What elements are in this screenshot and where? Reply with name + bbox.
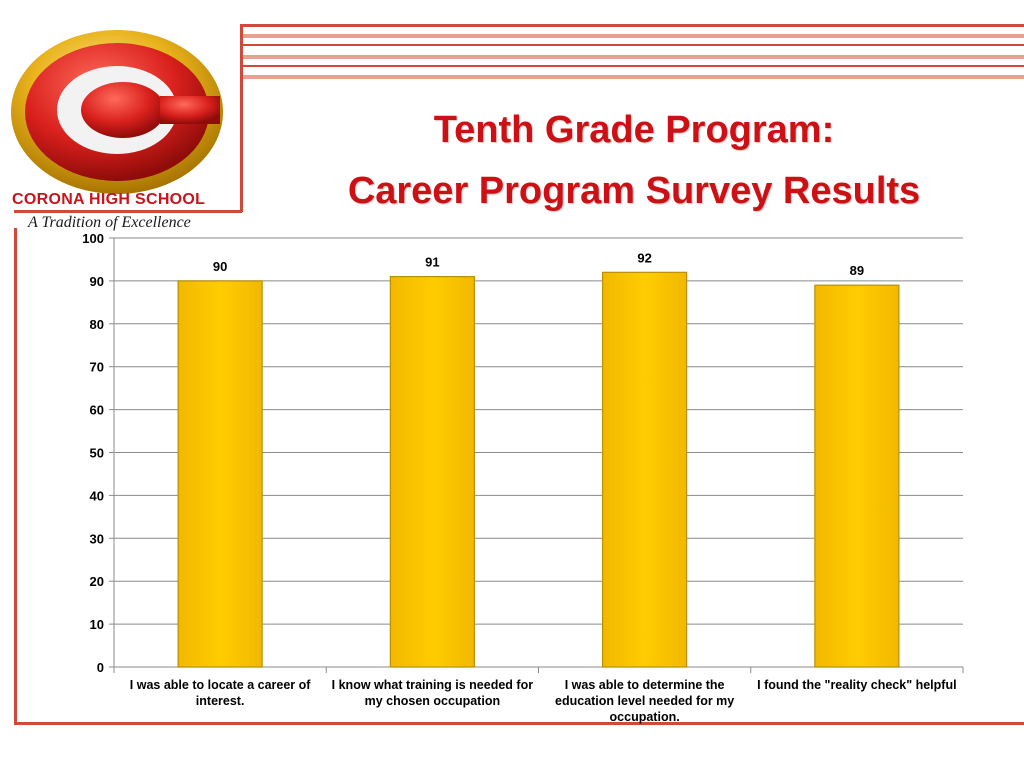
bar <box>177 280 263 668</box>
y-tick-label: 30 <box>90 531 104 546</box>
frame-bottom-border <box>14 722 1024 725</box>
x-tick-label: I know what training is needed for my cho… <box>332 678 534 708</box>
slide-title-line-1: Tenth Grade Program: <box>433 109 835 151</box>
school-motto: A Tradition of Excellence <box>28 214 191 231</box>
y-tick-label: 90 <box>90 274 104 289</box>
y-tick-label: 80 <box>90 317 104 332</box>
bar <box>389 276 475 668</box>
y-tick-label: 60 <box>90 403 104 418</box>
logo-c-gap <box>160 96 220 124</box>
frame-stripe <box>243 34 1024 38</box>
data-label: 90 <box>213 259 227 274</box>
frame-vertical-line <box>240 24 243 212</box>
y-tick-label: 20 <box>90 574 104 589</box>
x-tick-label: I found the "reality check" helpful <box>757 678 956 692</box>
frame-logo-underline <box>14 210 242 213</box>
y-tick-label: 50 <box>90 446 104 461</box>
y-tick-label: 40 <box>90 488 104 503</box>
frame-stripe <box>243 24 1024 27</box>
frame-stripe <box>243 75 1024 79</box>
bar <box>602 271 688 668</box>
data-label: 91 <box>425 255 439 270</box>
y-tick-label: 100 <box>82 231 104 246</box>
data-label: 89 <box>850 263 864 278</box>
frame-stripe <box>243 65 1024 67</box>
frame-left-border <box>14 228 17 724</box>
slide-title-line-2: Career Program Survey Results <box>347 170 921 212</box>
data-label: 92 <box>637 250 651 265</box>
frame-stripe <box>243 44 1024 46</box>
logo-red-core <box>81 82 165 138</box>
school-name: CORONA HIGH SCHOOL <box>12 191 206 208</box>
x-tick-label: I was able to locate a career of interest… <box>130 678 311 708</box>
bar <box>814 284 900 668</box>
frame-stripe <box>243 55 1024 59</box>
y-tick-label: 0 <box>97 660 104 675</box>
y-tick-label: 70 <box>90 360 104 375</box>
x-tick-label: I was able to determine the education lev… <box>555 678 734 724</box>
school-logo <box>11 30 223 194</box>
y-tick-label: 10 <box>90 617 104 632</box>
